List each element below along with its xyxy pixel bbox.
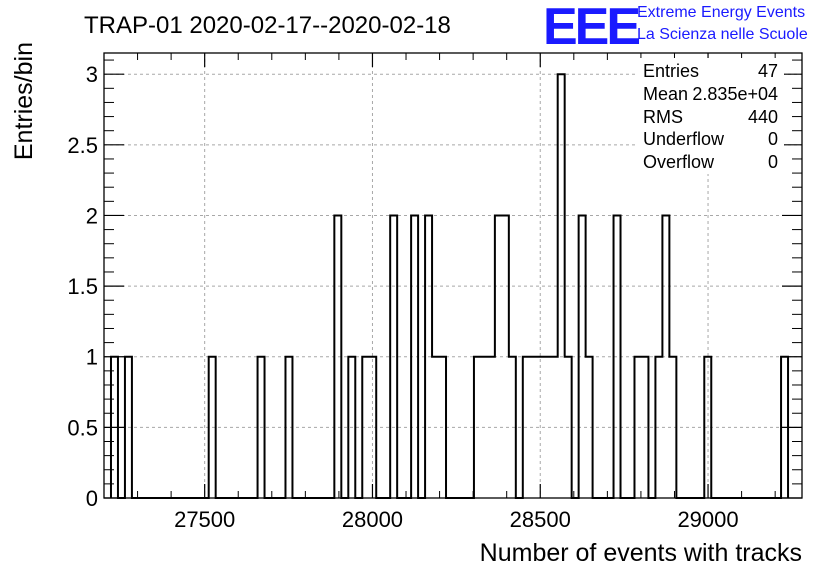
eee-logo: EEE Extreme Energy Events La Scienza nel… xyxy=(543,0,808,56)
axis-ticks xyxy=(104,53,802,499)
stats-rms-value: 440 xyxy=(748,107,778,127)
stats-entries-label: Entries xyxy=(643,61,699,81)
stats-mean-value: 2.835e+04 xyxy=(692,84,778,104)
stats-overflow-value: 0 xyxy=(768,152,778,172)
x-tick-label: 28000 xyxy=(342,507,403,532)
stats-entries-value: 47 xyxy=(758,61,778,81)
stats-underflow-label: Underflow xyxy=(643,129,725,149)
y-tick-label: 3 xyxy=(86,62,98,87)
stats-rms-label: RMS xyxy=(643,107,683,127)
y-tick-label: 0.5 xyxy=(67,415,98,440)
y-tick-labels: 0 0.5 1 1.5 2 2.5 3 xyxy=(67,62,98,511)
stats-box-bg xyxy=(636,58,784,174)
stats-underflow-value: 0 xyxy=(768,129,778,149)
x-axis-title: Number of events with tracks xyxy=(480,539,802,567)
plot-frame xyxy=(103,52,803,499)
x-tick-labels: 27500 28000 28500 29000 xyxy=(174,507,739,532)
histogram-bars xyxy=(109,73,790,499)
y-tick-label: 0 xyxy=(86,486,98,511)
x-tick-label: 28500 xyxy=(510,507,571,532)
stats-box: Entries 47 Mean 2.835e+04 RMS 440 Underf… xyxy=(636,58,784,174)
chart-title: TRAP-01 2020-02-17--2020-02-18 xyxy=(84,12,451,39)
logo-line-2: La Scienza nelle Scuole xyxy=(637,26,808,43)
logo-line-1: Extreme Energy Events xyxy=(637,4,805,21)
stats-overflow-label: Overflow xyxy=(643,152,715,172)
histogram-outline xyxy=(109,73,790,499)
x-tick-label: 27500 xyxy=(174,507,235,532)
y-tick-label: 1 xyxy=(86,345,98,370)
y-tick-label: 2.5 xyxy=(67,133,98,158)
y-tick-label: 1.5 xyxy=(67,274,98,299)
y-tick-label: 2 xyxy=(86,203,98,228)
eee-logo-mark: EEE xyxy=(543,0,639,56)
y-axis-title: Entries/bin xyxy=(10,42,38,160)
x-tick-label: 29000 xyxy=(677,507,738,532)
stats-mean-label: Mean xyxy=(643,84,688,104)
